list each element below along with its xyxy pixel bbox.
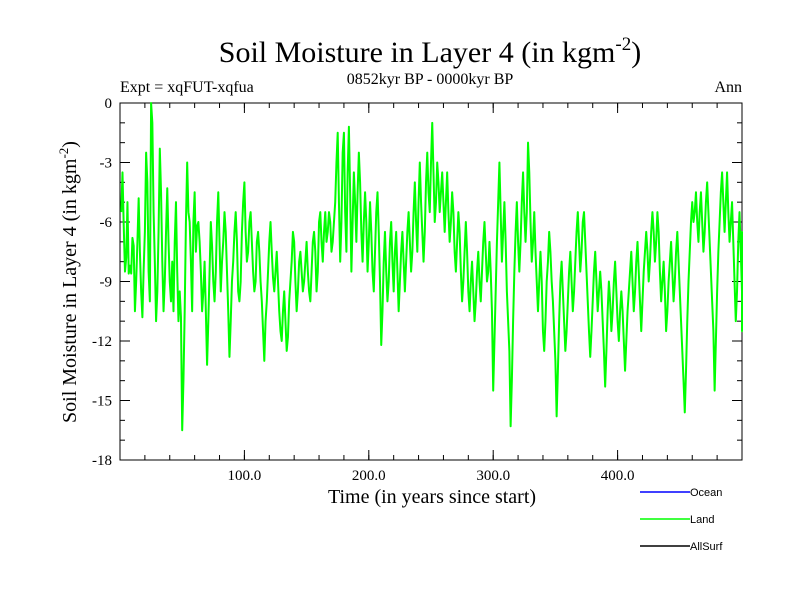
y-tick-label: -3 [100, 156, 113, 172]
legend-item-land: Land [640, 514, 714, 526]
y-tick-label: 0 [105, 96, 113, 112]
y-axis: 0 -3 -6 -9 -12 -15 -18 [92, 96, 742, 469]
x-tick-label: 400.0 [601, 468, 635, 484]
chart-title: Soil Moisture in Layer 4 (in kgm-2) [219, 34, 641, 69]
x-tick-label: 300.0 [476, 468, 510, 484]
chart-title-close: ) [631, 36, 641, 69]
y-tick-label: -18 [92, 453, 112, 469]
legend-item-allsurf: AllSurf [640, 541, 723, 553]
time-range-label: 0852kyr BP - 0000kyr BP [347, 71, 514, 88]
season-label: Ann [714, 79, 742, 96]
y-tick-label: -15 [92, 394, 112, 410]
x-tick-label: 200.0 [352, 468, 386, 484]
x-tick-label: 100.0 [228, 468, 262, 484]
legend-label-land: Land [690, 514, 714, 526]
legend-label-ocean: Ocean [690, 487, 722, 499]
y-axis-label-sup: -2 [56, 148, 71, 159]
y-tick-label: -9 [100, 275, 113, 291]
experiment-label: Expt = xqFUT-xqfua [120, 79, 254, 96]
y-tick-label: -6 [100, 215, 113, 231]
legend: Ocean Land AllSurf [640, 487, 723, 553]
y-axis-label: Soil Moisture in Layer 4 (in kgm-2) [56, 141, 81, 423]
legend-item-ocean: Ocean [640, 487, 722, 499]
chart-title-sup: -2 [615, 34, 631, 55]
x-axis-label: Time (in years since start) [328, 486, 536, 508]
y-axis-label-close: ) [59, 141, 81, 148]
legend-label-allsurf: AllSurf [690, 541, 723, 553]
x-axis: 100.0 200.0 300.0 400.0 [144, 103, 718, 484]
series-line-land [120, 102, 743, 432]
y-tick-label: -12 [92, 334, 112, 350]
